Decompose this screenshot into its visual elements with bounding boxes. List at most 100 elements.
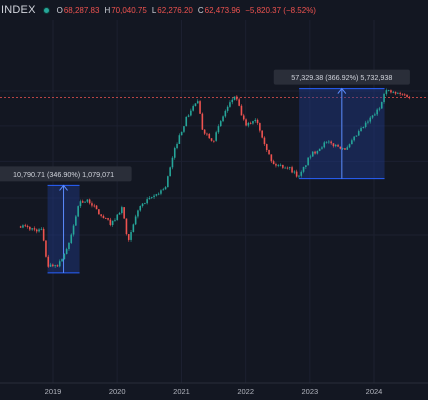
candle-body [403,94,406,96]
candle-body [279,164,282,166]
candle-body [155,194,158,196]
candle-body [146,199,148,204]
candle-body [167,176,169,188]
candle-body [236,96,238,100]
candle-body [203,129,206,134]
candle-body [24,225,27,227]
candle-body [300,171,303,176]
candle-body [208,133,211,139]
candle-body [63,253,66,260]
candle-body [56,265,59,267]
x-tick-label: 2023 [301,387,318,396]
candle-body [397,92,399,94]
candle-body [91,203,93,206]
candle-body [332,143,335,147]
candle-body [334,144,337,147]
candle-body [35,229,38,232]
x-tick-label: 2022 [237,387,254,396]
candle-body [371,115,374,118]
candle-body [144,203,146,204]
candle-body [286,167,289,169]
candle-body [325,141,328,143]
candle-body [348,144,351,148]
candle-body [217,126,220,133]
candle-body [364,122,367,127]
candle-body [357,131,360,136]
candle-body [65,249,68,254]
candle-body [210,138,213,141]
candle-body [79,201,82,207]
symbol-title[interactable]: INDEX [1,4,36,16]
candle-body [284,167,286,169]
measure-label-text: 10,790.71 (346.90%) 1,079,071 [13,170,114,179]
candle-body [104,218,107,219]
change-value: −5,820.37 (−8.52%) [245,5,316,15]
candle-body [229,102,231,107]
candle-body [314,151,316,154]
candle-body [137,210,139,217]
candle-body [316,151,319,154]
candle-body [134,216,137,225]
candle-body [231,99,234,103]
candle-body [86,199,89,202]
candle-body [252,121,254,124]
measure-label-box [0,166,132,182]
candle-body [29,226,31,230]
low-value: 62,276.20 [157,5,193,15]
candle-body [169,167,171,177]
candle-body [383,93,385,103]
candle-body [116,214,119,221]
candle-body [344,148,346,150]
candle-body [249,122,252,124]
candle-body [390,90,392,93]
x-axis: 2019 2020 2021 2022 2023 2024 [0,382,428,400]
candle-body [180,131,183,136]
candle-body [307,157,309,166]
candle-body [70,234,73,243]
candle-body [394,91,397,94]
candle-body [109,219,112,225]
candle-body [401,93,404,95]
candle-body [318,148,321,152]
candle-body [378,108,381,110]
measure-label-box [273,69,410,85]
measure-arrow-head [337,87,347,94]
candle-body [346,147,349,150]
candle-body [323,142,326,148]
candle-body [288,167,291,169]
candle-body [61,259,63,262]
candle-body [392,91,395,93]
candle-body [245,119,247,126]
candle-body [353,136,355,141]
candle-body [213,140,215,142]
candle-body [337,144,339,147]
candle-body [219,121,222,127]
high-value: 70,040.75 [111,5,147,15]
candle-body [100,214,102,216]
candle-body [215,132,217,141]
candle-body [190,110,192,116]
candle-body [107,218,109,220]
candle-body [224,110,227,117]
x-tick-label: 2020 [109,387,126,396]
candle-body [173,148,176,158]
candle-body [150,197,153,198]
candle-body [360,128,362,132]
ohlc-close: C 62,473.96 [198,6,240,15]
candle-body [185,116,188,127]
candle-body [263,137,266,145]
candle-body [141,203,144,207]
candle-body [176,143,178,149]
candle-body [270,154,273,162]
candle-body [157,193,160,195]
candle-body [341,148,344,149]
ohlc-high: H 70,040.75 [104,6,146,15]
candle-body [374,114,376,116]
candle-body [282,164,284,168]
candle-body [33,228,36,230]
candle-body [254,119,257,122]
candle-body [362,126,365,129]
candle-body [406,94,408,98]
candle-body [26,225,29,227]
